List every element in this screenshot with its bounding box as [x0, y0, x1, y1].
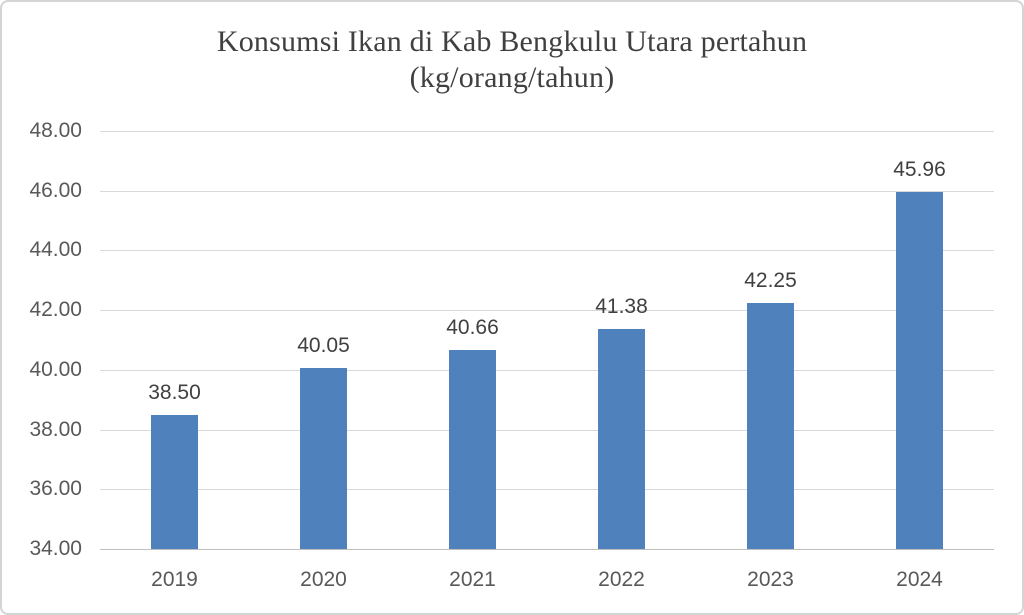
chart-title-line2: (kg/orang/tahun): [409, 61, 615, 94]
bar-2020: [300, 368, 347, 549]
bar-value-label: 45.96: [893, 157, 946, 181]
y-tick-label: 40.00: [29, 357, 82, 381]
bar-2021: [449, 350, 496, 549]
gridline: [100, 310, 994, 312]
y-tick-label: 42.00: [29, 298, 82, 322]
x-tick-label: 2024: [896, 568, 943, 591]
y-tick-label: 38.00: [29, 417, 82, 441]
gridline: [100, 250, 994, 252]
y-axis-tick-labels: 34.00 36.00 38.00 40.00 42.00 44.00 46.00 48.00: [2, 119, 82, 560]
chart-title-line1: Konsumsi Ikan di Kab Bengkulu Utara pert…: [216, 25, 808, 58]
y-tick-label: 36.00: [29, 477, 82, 501]
x-tick-label: 2020: [300, 568, 347, 591]
y-tick-label: 44.00: [29, 238, 82, 262]
x-tick-label: 2019: [151, 568, 198, 591]
y-tick-label: 46.00: [29, 178, 82, 202]
y-tick-label: 48.00: [29, 119, 82, 142]
x-axis-tick-labels: 2019 2020 2021 2022 2023 2024: [100, 549, 994, 599]
bar-value-label: 38.50: [148, 380, 201, 404]
gridline: [100, 489, 994, 491]
x-tick-label: 2021: [449, 568, 496, 591]
bar-value-label: 40.66: [446, 316, 499, 340]
bar-2019: [151, 414, 198, 549]
gridline: [100, 429, 994, 431]
bar-2023: [747, 302, 794, 549]
y-tick-label: 34.00: [29, 537, 82, 560]
chart-title: Konsumsi Ikan di Kab Bengkulu Utara pert…: [2, 24, 1022, 96]
bar-2022: [598, 328, 645, 549]
x-axis-line: [100, 549, 994, 550]
gridline: [100, 131, 994, 132]
bar-value-label: 40.05: [297, 334, 350, 358]
plot-area: 38.50 40.05 40.66 41.38 42.25 45.96: [100, 131, 994, 550]
gridline: [100, 369, 994, 371]
gridline: [100, 190, 994, 192]
x-tick-label: 2022: [598, 568, 645, 591]
bar-2024: [896, 191, 943, 549]
bar-value-label: 41.38: [595, 294, 648, 318]
bar-value-label: 42.25: [744, 268, 797, 292]
x-tick-label: 2023: [747, 568, 794, 591]
